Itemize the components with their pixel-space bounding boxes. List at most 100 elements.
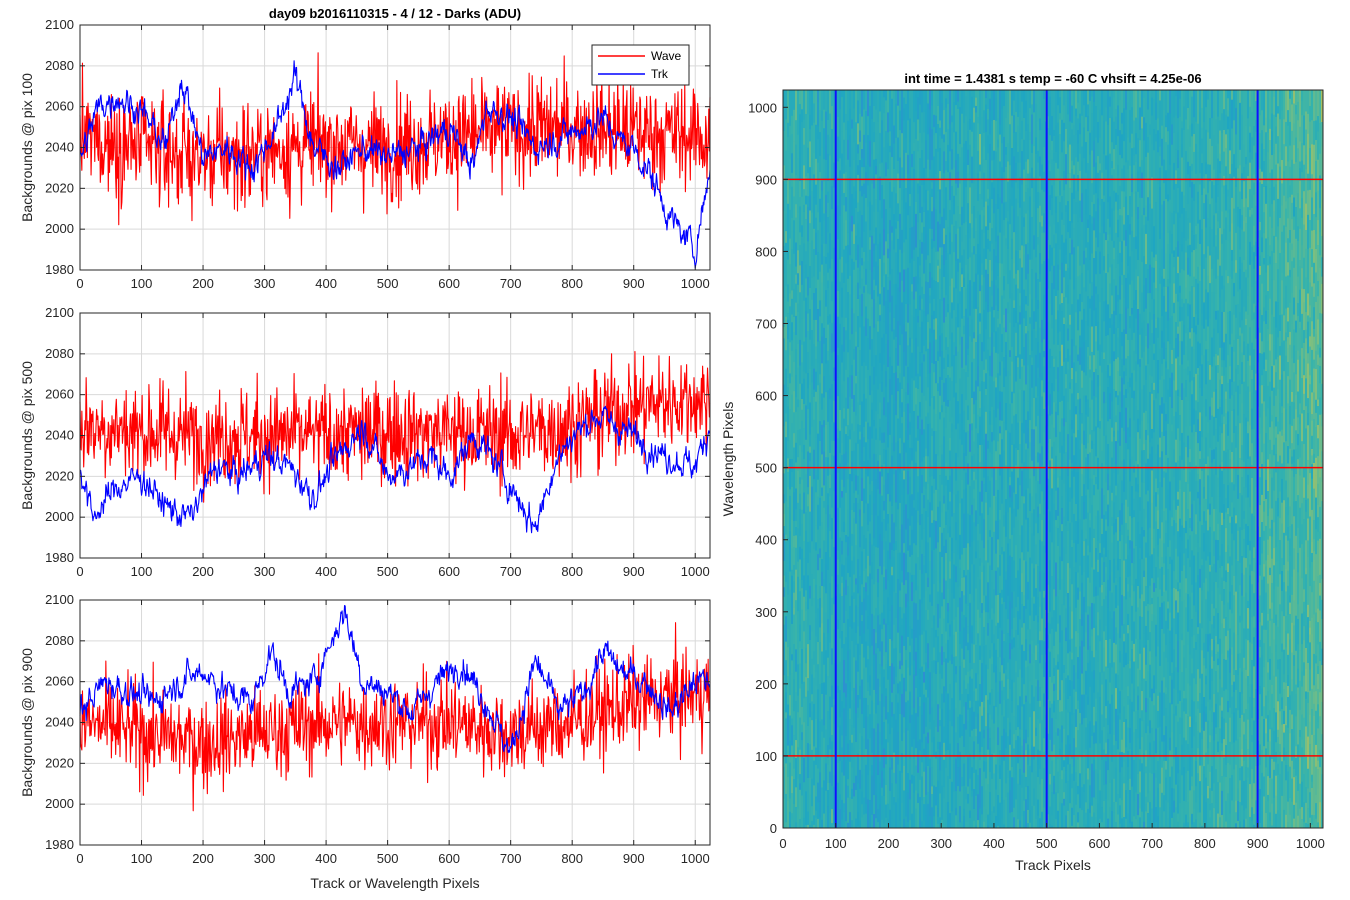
- heatmap-cell: [823, 220, 826, 245]
- heatmap-cell: [997, 275, 1000, 289]
- heatmap-cell: [1023, 400, 1026, 434]
- heatmap-cell: [791, 322, 794, 341]
- heatmap-cell: [957, 101, 960, 110]
- heatmap-cell: [873, 327, 876, 337]
- heatmap-cell: [845, 426, 848, 435]
- heatmap-cell: [939, 582, 942, 619]
- heatmap-cell: [971, 479, 974, 506]
- heatmap-cell: [845, 697, 848, 707]
- heatmap-cell: [919, 668, 922, 680]
- heatmap-cell: [821, 336, 824, 364]
- heatmap-cell: [953, 513, 956, 538]
- heatmap-cell: [1015, 516, 1018, 546]
- heatmap-cell: [933, 207, 936, 242]
- heatmap-cell: [861, 643, 864, 680]
- heatmap-cell: [825, 257, 828, 265]
- heatmap-cell: [845, 677, 848, 684]
- heatmap-cell: [819, 198, 822, 223]
- heatmap-cell: [895, 348, 898, 373]
- heatmap-cell: [851, 231, 854, 241]
- heatmap-cell: [817, 212, 820, 231]
- heatmap-cell: [977, 200, 980, 212]
- heatmap-cell: [1023, 800, 1026, 812]
- heatmap-cell: [897, 90, 900, 106]
- heatmap-cell: [895, 160, 898, 194]
- heatmap-cell: [823, 805, 826, 814]
- heatmap-cell: [981, 444, 984, 482]
- heatmap-cell: [883, 688, 886, 708]
- heatmap-cell: [1043, 261, 1046, 279]
- heatmap-cell: [983, 806, 986, 822]
- heatmap-cell: [883, 113, 886, 138]
- heatmap-cell: [785, 660, 788, 693]
- heatmap-cell: [849, 339, 852, 376]
- heatmap-cell: [1025, 161, 1028, 186]
- heatmap-cell: [841, 735, 844, 748]
- heatmap-cell: [1005, 154, 1008, 168]
- heatmap-cell: [973, 246, 976, 255]
- heatmap-cell: [791, 217, 794, 232]
- heatmap-cell: [933, 431, 936, 455]
- heatmap-cell: [1005, 201, 1008, 219]
- heatmap-cell: [857, 402, 860, 425]
- heatmap-cell: [1001, 295, 1004, 324]
- heatmap-cell: [1039, 176, 1042, 193]
- heatmap-cell: [917, 772, 920, 794]
- heatmap-cell: [797, 712, 800, 748]
- heatmap-cell: [887, 289, 890, 308]
- heatmap-cell: [1021, 573, 1024, 593]
- heatmap-cell: [1037, 517, 1040, 534]
- heatmap-cell: [811, 90, 814, 126]
- heatmap-cell: [967, 284, 970, 318]
- heatmap-cell: [1041, 189, 1044, 216]
- heatmap-cell: [959, 291, 962, 305]
- heatmap-cell: [877, 90, 880, 123]
- heatmap-cell: [953, 664, 956, 683]
- heatmap-cell: [959, 597, 962, 632]
- heatmap-cell: [991, 147, 994, 161]
- heatmap-cell: [1035, 523, 1038, 545]
- heatmap-cell: [783, 684, 786, 696]
- heatmap-cell: [813, 320, 816, 345]
- heatmap-cell: [845, 339, 848, 370]
- heatmap-cell: [839, 410, 842, 432]
- heatmap-cell: [1023, 560, 1026, 596]
- heatmap-cell: [891, 727, 894, 759]
- heatmap-cell: [973, 338, 976, 359]
- heatmap-cell: [1043, 213, 1046, 221]
- heatmap-cell: [879, 601, 882, 615]
- heatmap-cell: [989, 536, 992, 566]
- heatmap-cell: [805, 730, 808, 746]
- heatmap-cell: [881, 185, 884, 219]
- heatmap-cell: [955, 656, 958, 667]
- heatmap-cell: [913, 440, 916, 468]
- heatmap-cell: [1025, 787, 1028, 800]
- heatmap-cell: [837, 530, 840, 551]
- heatmap-cell: [913, 630, 916, 661]
- x-tick-label: 700: [500, 851, 522, 866]
- heatmap-cell: [983, 207, 986, 216]
- heatmap-cell: [919, 277, 922, 296]
- heatmap-cell: [985, 790, 988, 810]
- heatmap-cell: [829, 583, 832, 611]
- heatmap-cell: [947, 354, 950, 368]
- heatmap-cell: [1035, 426, 1038, 457]
- heatmap-cell: [921, 253, 924, 278]
- heatmap-cell: [903, 170, 906, 183]
- heatmap-cell: [897, 418, 900, 442]
- heatmap-cell: [893, 125, 896, 144]
- heatmap-cell: [831, 538, 834, 558]
- heatmap-cell: [1005, 423, 1008, 431]
- heatmap-cell: [827, 675, 830, 712]
- heatmap-cell: [923, 273, 926, 295]
- heatmap-cell: [793, 574, 796, 582]
- heatmap-cell: [929, 758, 932, 768]
- heatmap-cell: [985, 269, 988, 302]
- heatmap-cell: [947, 375, 950, 401]
- heatmap-cell: [925, 481, 928, 489]
- heatmap-cell: [1041, 380, 1044, 397]
- heatmap-cell: [881, 641, 884, 667]
- heatmap-cell: [921, 328, 924, 341]
- heatmap-cell: [855, 190, 858, 209]
- heatmap-cell: [895, 676, 898, 695]
